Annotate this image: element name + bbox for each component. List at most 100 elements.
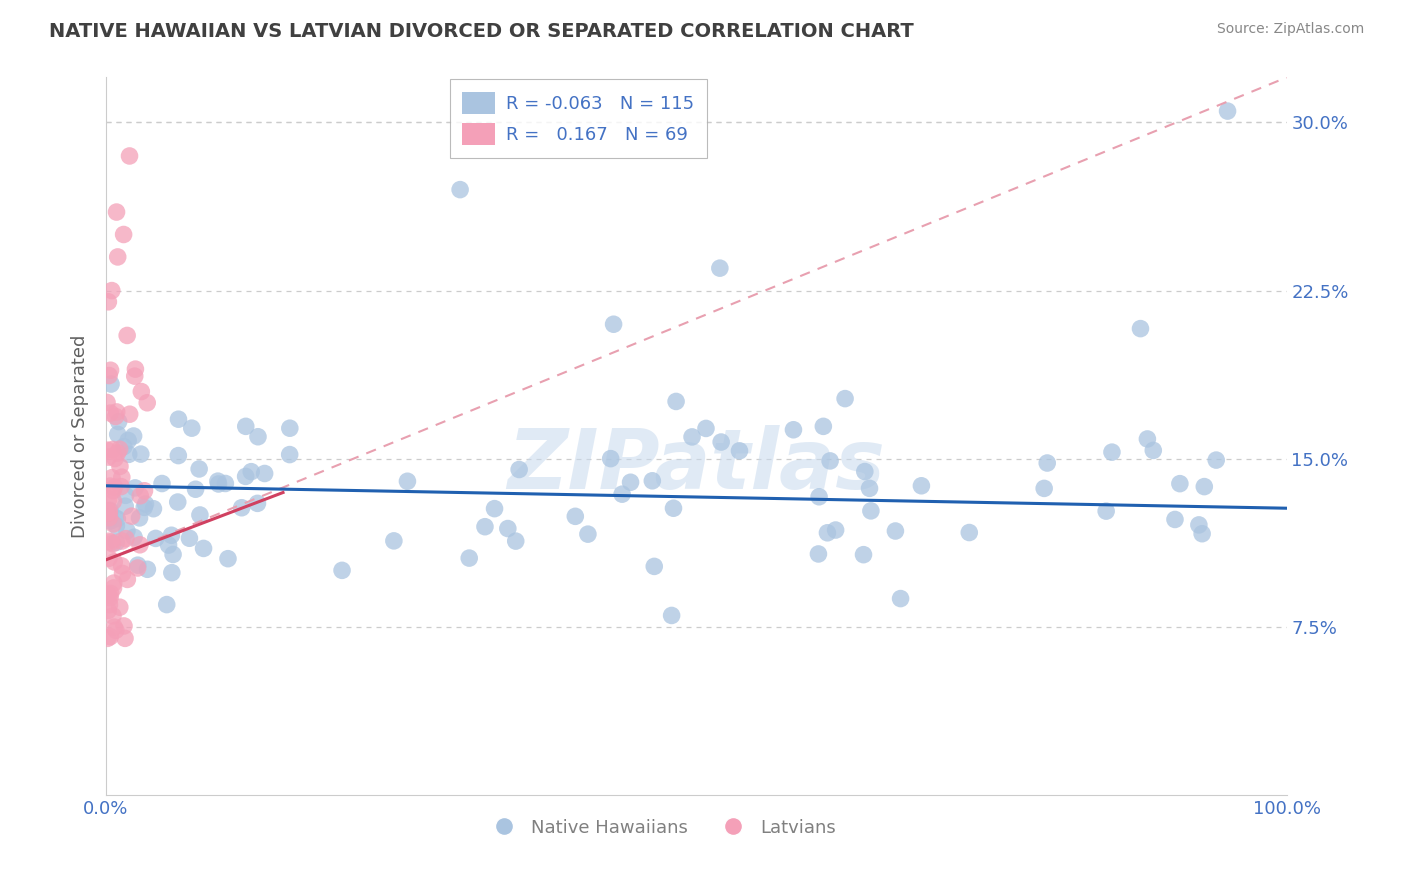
Point <box>97 588 120 602</box>
Point <box>157 538 180 552</box>
Point <box>619 475 641 490</box>
Point <box>98 506 121 520</box>
Point <box>240 465 263 479</box>
Point <box>98 510 121 524</box>
Point <box>114 499 136 513</box>
Point <box>166 495 188 509</box>
Point <box>115 524 138 538</box>
Point <box>207 474 229 488</box>
Point <box>97 492 120 507</box>
Point <box>98 503 121 517</box>
Point <box>111 470 134 484</box>
Point <box>114 632 136 646</box>
Point <box>103 620 125 634</box>
Point <box>96 395 118 409</box>
Point <box>782 423 804 437</box>
Point <box>100 377 122 392</box>
Point <box>112 227 135 242</box>
Point <box>1095 504 1118 518</box>
Point <box>207 477 229 491</box>
Point <box>98 598 121 612</box>
Point <box>1168 476 1191 491</box>
Point <box>117 573 139 587</box>
Point <box>330 563 353 577</box>
Point <box>156 598 179 612</box>
Legend: Native Hawaiians, Latvians: Native Hawaiians, Latvians <box>478 812 844 844</box>
Point <box>599 451 621 466</box>
Point <box>214 476 236 491</box>
Point <box>107 250 129 264</box>
Point <box>104 409 127 424</box>
Point <box>184 482 207 496</box>
Point <box>98 630 121 644</box>
Point <box>114 488 136 502</box>
Point <box>101 284 124 298</box>
Point <box>101 442 124 457</box>
Point <box>124 369 146 384</box>
Point <box>105 205 128 219</box>
Point <box>101 483 124 498</box>
Point <box>449 183 471 197</box>
Point <box>100 586 122 600</box>
Point <box>661 608 683 623</box>
Point <box>127 561 149 575</box>
Point <box>1101 445 1123 459</box>
Point <box>180 421 202 435</box>
Point <box>817 525 839 540</box>
Point <box>813 419 835 434</box>
Point <box>1216 104 1239 119</box>
Point <box>1191 526 1213 541</box>
Point <box>217 551 239 566</box>
Point <box>127 558 149 573</box>
Point <box>160 566 183 580</box>
Point <box>110 480 132 494</box>
Point <box>188 508 211 522</box>
Point <box>103 494 125 508</box>
Point <box>231 500 253 515</box>
Point <box>134 497 156 511</box>
Point <box>576 527 599 541</box>
Point <box>859 504 882 518</box>
Point <box>122 530 145 544</box>
Point <box>643 559 665 574</box>
Point <box>100 363 122 377</box>
Point <box>188 462 211 476</box>
Point <box>665 394 688 409</box>
Point <box>145 532 167 546</box>
Point <box>98 509 121 524</box>
Point <box>124 481 146 495</box>
Point <box>105 512 128 526</box>
Point <box>396 475 419 489</box>
Point <box>108 442 131 457</box>
Point <box>105 535 128 549</box>
Point <box>136 396 159 410</box>
Point <box>105 405 128 419</box>
Point <box>1205 453 1227 467</box>
Point <box>162 548 184 562</box>
Point <box>100 535 122 549</box>
Point <box>118 149 141 163</box>
Point <box>1033 482 1056 496</box>
Point <box>103 555 125 569</box>
Point <box>112 619 135 633</box>
Point <box>890 591 912 606</box>
Point <box>474 519 496 533</box>
Point <box>101 537 124 551</box>
Point <box>564 509 586 524</box>
Point <box>662 501 685 516</box>
Point <box>131 384 153 399</box>
Point <box>129 538 152 552</box>
Point <box>278 448 301 462</box>
Point <box>111 534 134 549</box>
Point <box>807 547 830 561</box>
Point <box>101 471 124 485</box>
Point <box>97 450 120 464</box>
Point <box>117 434 139 448</box>
Point <box>108 600 131 615</box>
Point <box>96 443 118 458</box>
Point <box>104 511 127 525</box>
Point <box>458 551 481 566</box>
Point <box>1142 443 1164 458</box>
Point <box>111 566 134 581</box>
Point <box>134 483 156 498</box>
